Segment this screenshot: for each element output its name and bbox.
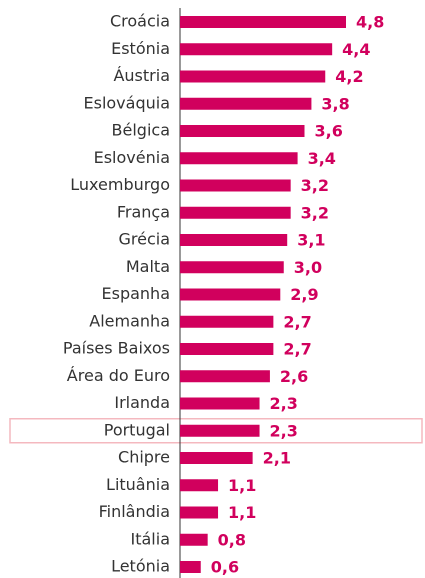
- bar: [180, 506, 219, 519]
- value-label: 2,3: [270, 421, 298, 440]
- bar: [180, 43, 333, 56]
- bar: [180, 152, 298, 165]
- bar: [180, 70, 326, 83]
- value-label: 3,4: [308, 149, 336, 168]
- value-label: 2,6: [280, 367, 308, 386]
- category-label: Grécia: [118, 230, 170, 249]
- value-label: 3,6: [315, 122, 343, 141]
- value-label: 4,4: [342, 40, 370, 59]
- value-label: 1,1: [228, 503, 256, 522]
- bar: [180, 561, 201, 573]
- category-label: Finlândia: [99, 502, 170, 521]
- category-label: Croácia: [110, 12, 170, 31]
- value-label: 0,6: [211, 558, 239, 577]
- bar: [180, 479, 219, 492]
- category-label: Luxemburgo: [70, 175, 170, 194]
- bar: [180, 397, 260, 410]
- value-label: 0,8: [218, 530, 246, 549]
- value-label: 2,3: [270, 394, 298, 413]
- category-label: Chipre: [118, 448, 170, 467]
- bar: [180, 424, 260, 437]
- value-label: 3,2: [301, 203, 329, 222]
- bar: [180, 315, 274, 328]
- value-label: 3,8: [321, 94, 349, 113]
- category-label: Malta: [126, 257, 170, 276]
- category-label: Eslovénia: [94, 148, 170, 167]
- bar: [180, 16, 346, 28]
- bar: [180, 125, 305, 137]
- category-label: Bélgica: [112, 121, 170, 140]
- bar: [180, 343, 274, 355]
- bar: [180, 206, 291, 219]
- category-label: Eslováquia: [84, 93, 171, 112]
- bar: [180, 179, 291, 192]
- bar: [180, 288, 281, 301]
- value-label: 2,1: [263, 449, 291, 468]
- category-label: Letónia: [111, 557, 170, 576]
- value-label: 4,2: [335, 67, 363, 86]
- category-label: Países Baixos: [63, 339, 170, 358]
- bar: [180, 370, 270, 383]
- value-label: 3,1: [297, 231, 325, 250]
- bar: [180, 234, 288, 246]
- highlight-box: [9, 418, 423, 444]
- bar: [180, 97, 312, 110]
- bar: [180, 452, 253, 464]
- category-label: Áustria: [113, 66, 170, 85]
- value-label: 2,7: [283, 312, 311, 331]
- category-label: Portugal: [104, 420, 170, 439]
- value-label: 2,7: [283, 340, 311, 359]
- value-label: 3,2: [301, 176, 329, 195]
- category-label: Estónia: [111, 39, 170, 58]
- category-label: Itália: [131, 529, 171, 548]
- category-label: França: [117, 202, 170, 221]
- category-label: Lituânia: [106, 475, 170, 494]
- category-label: Irlanda: [114, 393, 170, 412]
- value-label: 3,0: [294, 258, 322, 277]
- category-label: Área do Euro: [67, 366, 170, 385]
- value-label: 1,1: [228, 476, 256, 495]
- value-label: 2,9: [290, 285, 318, 304]
- category-label: Espanha: [102, 284, 171, 303]
- category-label: Alemanha: [89, 311, 170, 330]
- bar: [180, 261, 284, 274]
- value-label: 4,8: [356, 13, 384, 32]
- bar: [180, 533, 208, 546]
